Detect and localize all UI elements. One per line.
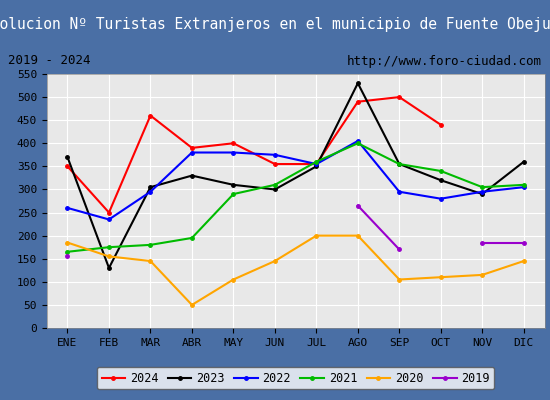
2021 [64, 250, 71, 254]
2022 [396, 189, 403, 194]
2022 [479, 189, 486, 194]
2024 [64, 164, 71, 169]
2023 [396, 162, 403, 166]
2022 [64, 206, 71, 210]
2023 [106, 266, 112, 270]
2021 [106, 245, 112, 250]
2021 [396, 162, 403, 166]
2024 [189, 146, 195, 150]
2020 [313, 233, 320, 238]
Legend: 2024, 2023, 2022, 2021, 2020, 2019: 2024, 2023, 2022, 2021, 2020, 2019 [97, 367, 494, 389]
2024 [106, 210, 112, 215]
2023 [64, 155, 71, 160]
2021 [189, 236, 195, 240]
2023 [355, 81, 361, 86]
2021 [147, 242, 154, 247]
2020 [396, 277, 403, 282]
2020 [230, 277, 236, 282]
Line: 2023: 2023 [66, 82, 525, 270]
2023 [437, 178, 444, 183]
2021 [479, 185, 486, 190]
2020 [147, 259, 154, 264]
2023 [272, 187, 278, 192]
2023 [189, 173, 195, 178]
2024 [230, 141, 236, 146]
2023 [313, 164, 320, 169]
2020 [189, 302, 195, 307]
2022 [355, 138, 361, 143]
Text: Evolucion Nº Turistas Extranjeros en el municipio de Fuente Obejuna: Evolucion Nº Turistas Extranjeros en el … [0, 16, 550, 32]
2024 [147, 113, 154, 118]
2021 [520, 182, 527, 187]
2021 [437, 168, 444, 173]
2022 [272, 152, 278, 157]
2021 [355, 141, 361, 146]
2024 [272, 162, 278, 166]
2022 [437, 196, 444, 201]
2020 [272, 259, 278, 264]
2021 [230, 192, 236, 196]
Line: 2020: 2020 [66, 234, 525, 307]
2022 [147, 189, 154, 194]
2024 [437, 122, 444, 127]
2022 [106, 217, 112, 222]
2022 [189, 150, 195, 155]
Text: 2019 - 2024: 2019 - 2024 [8, 54, 91, 68]
2022 [230, 150, 236, 155]
2022 [520, 185, 527, 190]
2024 [355, 99, 361, 104]
2024 [396, 95, 403, 100]
Text: http://www.foro-ciudad.com: http://www.foro-ciudad.com [347, 54, 542, 68]
2020 [64, 240, 71, 245]
Line: 2021: 2021 [66, 142, 525, 254]
2021 [272, 182, 278, 187]
Line: 2024: 2024 [66, 95, 443, 214]
Line: 2022: 2022 [66, 139, 525, 221]
2023 [230, 182, 236, 187]
2023 [520, 159, 527, 164]
2020 [106, 254, 112, 259]
2023 [479, 192, 486, 196]
2021 [313, 159, 320, 164]
2020 [479, 272, 486, 277]
2024 [313, 162, 320, 166]
2020 [355, 233, 361, 238]
2022 [313, 162, 320, 166]
2020 [520, 259, 527, 264]
2023 [147, 185, 154, 190]
2020 [437, 275, 444, 280]
